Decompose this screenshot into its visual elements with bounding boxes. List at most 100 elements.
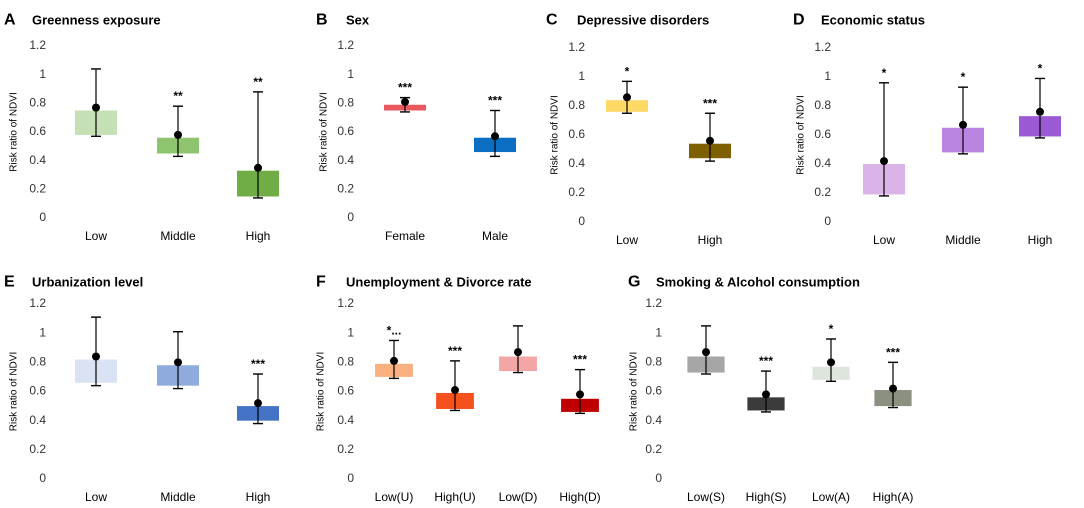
- significance-label: *...: [387, 323, 402, 337]
- x-category-label: Low: [85, 490, 107, 504]
- y-tick-label: 0: [347, 471, 354, 485]
- significance-label: **: [253, 75, 263, 89]
- y-tick-label: 1.2: [337, 296, 354, 310]
- y-tick-label: 1: [347, 67, 354, 81]
- y-tick-label: 0.4: [29, 413, 46, 427]
- significance-label: *: [625, 64, 630, 78]
- x-category-label: High: [246, 229, 271, 243]
- y-axis-label: Risk ratio of NDVI: [550, 95, 561, 174]
- y-tick-label: 0.2: [568, 185, 585, 199]
- x-category-label: High(D): [559, 490, 600, 504]
- y-tick-label: 0.4: [814, 156, 831, 170]
- x-category-label: Low: [873, 233, 895, 247]
- y-tick-label: 0: [347, 210, 354, 224]
- panel-d: D Economic status Risk ratio of NDVI 0 0.2 0.…: [793, 11, 1061, 247]
- significance-label: *: [961, 70, 966, 84]
- y-tick-label: 0.2: [337, 182, 354, 196]
- x-category-label: Low(U): [375, 490, 414, 504]
- y-tick-label: 1.2: [29, 38, 46, 52]
- panel-letter: E: [4, 273, 15, 290]
- panel-g: G Smoking & Alcohol consumption Risk ratio…: [628, 273, 913, 504]
- significance-label: ***: [759, 354, 773, 368]
- panel-title: Greenness exposure: [32, 13, 161, 28]
- panel-title: Economic status: [821, 13, 925, 28]
- x-category-label: Low: [616, 233, 638, 247]
- panel-a: A Greenness exposure Risk ratio of NDVI 0 0.…: [4, 11, 279, 243]
- significance-label: ***: [488, 94, 502, 108]
- y-axis-label: Risk ratio of NDVI: [796, 95, 807, 174]
- x-category-label: Middle: [160, 229, 196, 243]
- panel-title: Sex: [346, 13, 370, 28]
- panel-f: F Unemployment & Divorce rate Risk ratio o…: [316, 273, 601, 504]
- panel-c: C Depressive disorders Risk ratio of NDVI 0…: [546, 11, 731, 247]
- y-tick-label: 1.2: [814, 40, 831, 54]
- significance-label: ***: [703, 96, 717, 110]
- y-axis-label: Risk ratio of NDVI: [319, 92, 330, 171]
- point-estimate: [889, 384, 897, 393]
- significance-label: *: [829, 322, 834, 336]
- y-tick-label: 1: [39, 67, 46, 81]
- y-axis-label: Risk ratio of NDVI: [629, 352, 640, 431]
- panel-letter: G: [628, 273, 640, 290]
- x-category-label: High(A): [873, 490, 914, 504]
- point-estimate: [174, 358, 182, 367]
- x-category-label: Low: [85, 229, 107, 243]
- x-category-label: Male: [482, 229, 508, 243]
- y-tick-label: 0.8: [29, 355, 46, 369]
- y-tick-label: 1.2: [337, 38, 354, 52]
- point-estimate: [174, 130, 182, 139]
- x-category-label: Female: [385, 229, 425, 243]
- significance-label: ***: [448, 344, 462, 358]
- y-tick-label: 0.2: [29, 442, 46, 456]
- y-tick-label: 1: [655, 325, 662, 339]
- y-tick-label: 1.2: [568, 40, 585, 54]
- point-estimate: [959, 120, 967, 129]
- point-estimate: [254, 399, 262, 408]
- point-estimate: [514, 348, 522, 357]
- panel-title: Urbanization level: [32, 275, 143, 290]
- y-tick-label: 0.8: [645, 355, 662, 369]
- x-category-label: Middle: [160, 490, 196, 504]
- panel-letter: D: [793, 11, 805, 28]
- significance-label: ***: [573, 353, 587, 367]
- y-tick-label: 0: [39, 471, 46, 485]
- significance-label: ***: [886, 345, 900, 359]
- point-estimate: [880, 157, 888, 166]
- y-tick-label: 0.4: [337, 153, 354, 167]
- y-tick-label: 0.2: [29, 182, 46, 196]
- y-tick-label: 0.6: [29, 384, 46, 398]
- point-estimate: [92, 103, 100, 112]
- x-category-label: High: [698, 233, 723, 247]
- significance-label: **: [173, 89, 183, 103]
- point-estimate: [827, 358, 835, 367]
- significance-label: ***: [251, 357, 265, 371]
- y-tick-label: 0: [824, 214, 831, 228]
- point-estimate: [1036, 107, 1044, 116]
- y-tick-label: 0.2: [814, 185, 831, 199]
- y-tick-label: 1: [578, 69, 585, 83]
- point-estimate: [390, 356, 398, 365]
- x-category-label: Low(A): [812, 490, 850, 504]
- y-axis-label: Risk ratio of NDVI: [9, 92, 20, 171]
- point-estimate: [401, 97, 409, 106]
- y-tick-label: 0.6: [814, 127, 831, 141]
- point-estimate: [706, 136, 714, 145]
- y-tick-label: 1: [347, 325, 354, 339]
- y-tick-label: 0.6: [568, 127, 585, 141]
- point-estimate: [451, 386, 459, 395]
- panel-b: B Sex Risk ratio of NDVI 0 0.2 0.4 0.6 0.8 1 1.2 F…: [316, 11, 516, 243]
- y-tick-label: 0.6: [29, 124, 46, 138]
- panel-letter: B: [316, 11, 328, 28]
- y-axis-label: Risk ratio of NDVI: [316, 352, 327, 431]
- y-tick-label: 0: [39, 210, 46, 224]
- x-category-label: Low(D): [499, 490, 538, 504]
- y-tick-label: 1.2: [29, 296, 46, 310]
- point-estimate: [576, 390, 584, 399]
- y-tick-label: 0.4: [29, 153, 46, 167]
- x-category-label: High(U): [434, 490, 475, 504]
- y-tick-label: 0.6: [337, 384, 354, 398]
- point-estimate: [702, 348, 710, 357]
- significance-label: *: [882, 66, 887, 80]
- point-estimate: [254, 163, 262, 172]
